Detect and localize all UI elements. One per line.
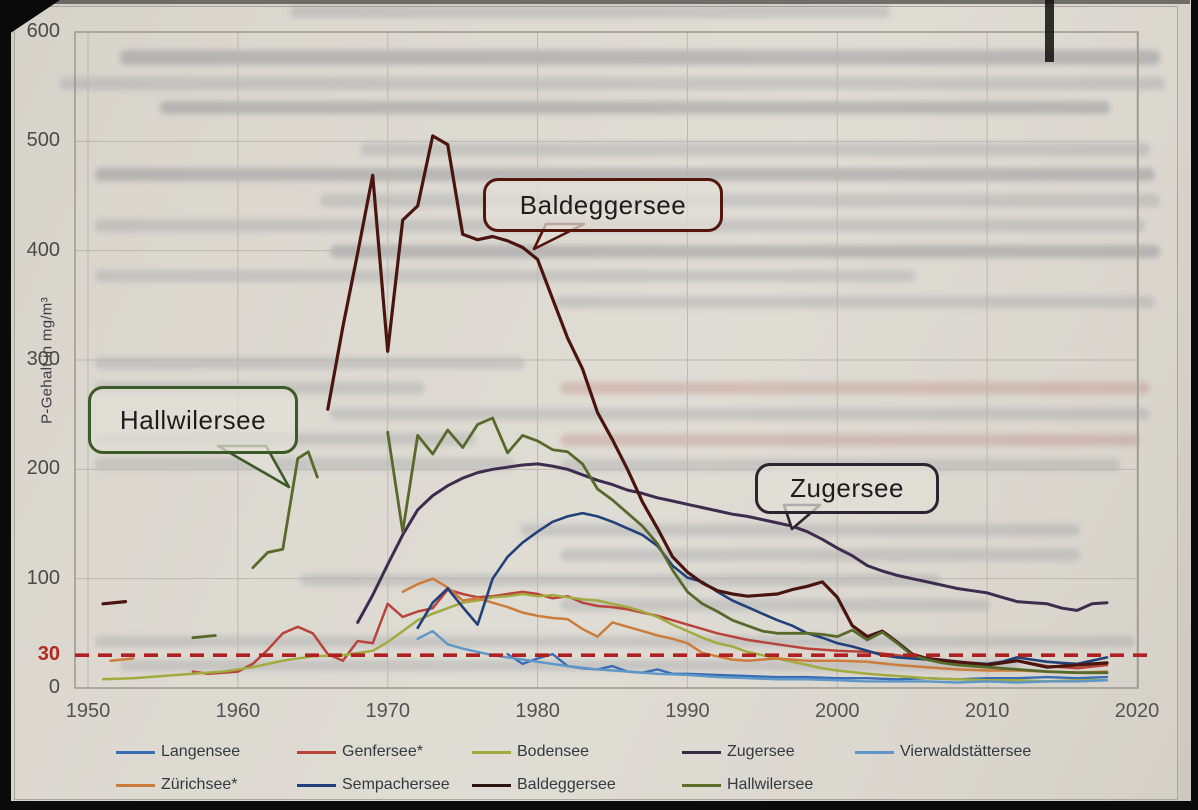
bleedthrough-stripe — [290, 5, 890, 18]
series-line-zrichsee — [401, 577, 1109, 674]
legend-label: Zugersee — [727, 743, 795, 760]
bleedthrough-stripe — [300, 574, 940, 586]
legend-swatch — [297, 783, 336, 787]
x-tick-label: 1970 — [365, 700, 410, 722]
x-tick-label: 1950 — [65, 700, 111, 722]
photo-edge-right — [1191, 0, 1198, 810]
series-line-baldeggersee — [101, 599, 128, 606]
x-tick-label: 1980 — [515, 700, 560, 722]
y-tick-label: 100 — [26, 566, 60, 589]
x-tick-label: 2000 — [815, 700, 860, 722]
bleedthrough-stripe — [330, 408, 1150, 420]
legend-label: Zürichsee* — [161, 776, 238, 793]
legend-swatch — [472, 783, 511, 787]
legend-swatch — [682, 750, 721, 754]
bleedthrough-stripe — [120, 50, 1160, 65]
callout-hallwilersee-text: Hallwilersee — [119, 404, 267, 435]
series-line-hallwilersee — [386, 416, 1109, 675]
legend-item-sempachersee: Sempachersee — [297, 775, 450, 795]
photo-edge-left — [0, 0, 11, 810]
legend-swatch — [855, 750, 894, 754]
series-line-vierwaldstttersee — [416, 629, 1109, 684]
x-tick-label: 2010 — [964, 700, 1010, 722]
legend-item-bodensee: Bodensee — [472, 742, 589, 762]
series-line-hallwilersee — [251, 450, 319, 570]
callout-zugersee: Zugersee — [755, 463, 939, 514]
photo-edge-top — [0, 0, 1190, 4]
legend-swatch — [116, 750, 155, 754]
callout-baldeggersee-text: Baldeggersee — [519, 189, 687, 220]
bleedthrough-stripe — [560, 382, 1150, 394]
legend-swatch — [682, 783, 721, 787]
x-tick-label: 1990 — [665, 700, 710, 722]
bleedthrough-stripe — [95, 270, 915, 282]
legend-item-vierwaldstttersee: Vierwaldstättersee — [855, 742, 1031, 762]
threshold-tick-label: 30 — [37, 643, 60, 665]
bleedthrough-stripe — [95, 168, 1155, 181]
legend-label: Sempachersee — [342, 776, 450, 793]
legend-label: Bodensee — [517, 743, 590, 760]
y-tick-label: 200 — [26, 457, 60, 480]
callout-baldeggersee: Baldeggersee — [483, 178, 723, 232]
legend-swatch — [297, 750, 336, 754]
legend-label: Genfersee* — [342, 743, 423, 760]
legend-item-zrichsee: Zürichsee* — [116, 775, 237, 795]
plot-border — [74, 31, 1139, 689]
bleedthrough-stripe — [560, 599, 990, 611]
y-tick-label: 0 — [48, 676, 60, 698]
bleedthrough-stripe — [360, 143, 1150, 156]
series-line-genfersee — [191, 588, 1109, 676]
bleedthrough-stripe — [95, 458, 515, 470]
legend-item-hallwilersee: Hallwilersee — [682, 775, 813, 795]
y-tick-label: 400 — [26, 238, 60, 261]
x-tick-label: 2020 — [1114, 700, 1160, 722]
legend-label: Vierwaldstättersee — [900, 743, 1032, 760]
legend-label: Baldeggersee — [517, 776, 616, 793]
legend-item-baldeggersee: Baldeggersee — [472, 775, 616, 795]
legend-label: Langensee — [161, 743, 241, 760]
legend-swatch — [472, 750, 511, 754]
y-tick-label: 500 — [26, 129, 60, 152]
series-line-bodensee — [101, 592, 1109, 683]
y-tick-label: 600 — [26, 20, 60, 43]
legend-item-genfersee: Genfersee* — [297, 742, 423, 762]
bleedthrough-stripe — [560, 434, 1140, 446]
bleedthrough-stripe — [160, 101, 1110, 114]
photo-edge-bottom — [0, 801, 1198, 810]
bleedthrough-stripe — [560, 549, 1080, 561]
legend-swatch — [116, 783, 155, 787]
y-tick-label: 300 — [26, 348, 60, 370]
callout-zugersee-text: Zugersee — [790, 473, 904, 503]
bleedthrough-stripe — [60, 77, 1165, 90]
photo-edge-streak — [1045, 0, 1054, 62]
series-line-zrichsee — [109, 657, 135, 662]
callout-hallwilersee: Hallwilersee — [88, 386, 298, 454]
series-line-hallwilersee — [191, 634, 217, 640]
bleedthrough-stripe — [95, 636, 1135, 647]
x-tick-label: 1960 — [215, 700, 261, 722]
series-line-zugersee — [356, 462, 1109, 624]
legend-item-zugersee: Zugersee — [682, 742, 795, 762]
legend-label: Hallwilersee — [727, 776, 814, 793]
bleedthrough-stripe — [555, 296, 1155, 308]
legend-item-langensee: Langensee — [116, 742, 240, 762]
